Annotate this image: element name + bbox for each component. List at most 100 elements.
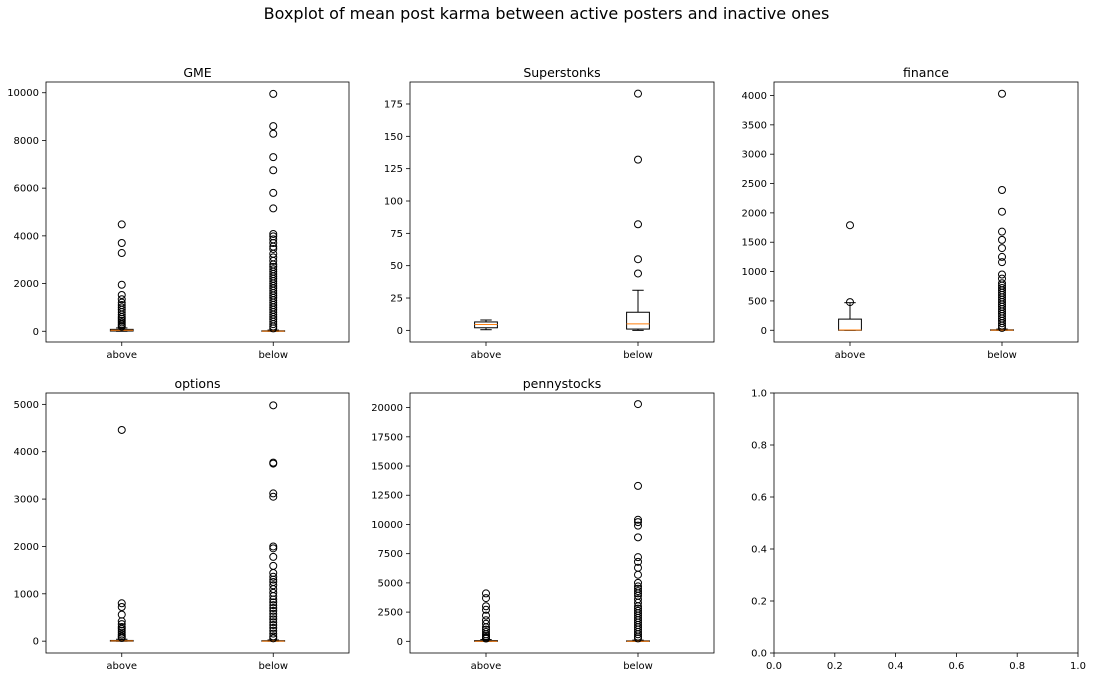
outlier-2-1-7: [998, 258, 1006, 267]
outlier-0-1-15: [269, 256, 278, 265]
outlier-0-0-11: [117, 310, 126, 319]
x-tick-label-1-1: below: [623, 350, 653, 361]
outlier-4-1-29: [634, 627, 642, 636]
outlier-3-1-0: [269, 401, 278, 410]
outlier-4-1-5: [634, 533, 642, 542]
y-tick-label-3-0: 0: [33, 637, 39, 648]
y-tick-label-0-1: 2000: [14, 279, 39, 290]
outlier-3-1-6: [269, 544, 278, 553]
outlier-3-1-2: [269, 459, 278, 468]
outlier-4-0-2: [482, 602, 490, 611]
outlier-4-1-1: [634, 481, 642, 490]
y-tick-label-2-2: 1000: [742, 267, 767, 278]
y-tick-label-5-5: 1.0: [751, 389, 767, 400]
outlier-0-1-4: [269, 166, 278, 175]
outlier-2-1-8: [998, 270, 1006, 279]
outlier-3-0-1: [117, 599, 126, 608]
outlier-3-1-3: [269, 489, 278, 498]
y-tick-label-4-6: 15000: [371, 462, 403, 473]
outlier-0-0-0: [117, 220, 126, 229]
y-tick-label-4-0: 0: [397, 637, 403, 648]
outlier-2-1-4: [998, 235, 1006, 244]
box-2-0: [838, 318, 862, 331]
outlier-3-1-28: [269, 626, 278, 635]
y-tick-label-1-3: 75: [390, 229, 403, 240]
y-tick-label-5-4: 0.8: [751, 441, 767, 452]
x-tick-label-5-5: 1.0: [1070, 661, 1086, 672]
outlier-0-1-3: [269, 153, 278, 162]
outlier-1-1-4: [634, 269, 642, 278]
outlier-3-1-29: [269, 629, 278, 638]
y-tick-label-3-5: 5000: [14, 400, 39, 411]
outlier-4-1-3: [634, 518, 642, 527]
subplot-title-1: Superstonks: [523, 65, 600, 80]
subplot-title-0: GME: [183, 65, 211, 80]
outlier-2-1-2: [998, 207, 1006, 216]
x-tick-label-1-0: above: [471, 350, 502, 361]
y-tick-label-1-6: 150: [384, 132, 403, 143]
axes-frame-3: [45, 392, 350, 654]
outlier-3-1-7: [269, 552, 278, 561]
outlier-0-0-1: [117, 239, 126, 248]
y-tick-label-3-4: 4000: [14, 447, 39, 458]
axes-frame-2: [773, 81, 1079, 343]
axes-frame-4: [409, 392, 715, 654]
y-tick-label-0-3: 6000: [14, 184, 39, 195]
outlier-3-1-4: [269, 492, 278, 501]
outlier-4-1-32: [634, 634, 642, 643]
outlier-1-1-1: [634, 155, 642, 164]
y-tick-label-0-2: 4000: [14, 231, 39, 242]
x-tick-label-5-1: 0.2: [827, 661, 843, 672]
outlier-0-1-41: [269, 320, 278, 329]
y-tick-label-1-0: 0: [397, 326, 403, 337]
subplot-title-4: pennystocks: [523, 376, 602, 391]
y-tick-label-1-1: 25: [390, 294, 403, 305]
outlier-3-0-2: [117, 603, 126, 612]
outlier-4-0-8: [482, 625, 490, 634]
outlier-3-1-23: [269, 612, 278, 621]
y-tick-label-0-0: 0: [33, 327, 39, 338]
outlier-4-1-2: [634, 515, 642, 524]
outlier-3-1-18: [269, 598, 278, 607]
outlier-3-1-17: [269, 595, 278, 604]
outlier-3-0-0: [117, 425, 126, 434]
box-1-1: [626, 311, 650, 330]
x-tick-label-4-0: above: [471, 661, 502, 672]
y-tick-label-4-7: 17500: [371, 432, 403, 443]
y-tick-label-2-8: 4000: [742, 91, 767, 102]
outlier-3-1-20: [269, 604, 278, 613]
outlier-2-1-1: [998, 185, 1006, 194]
x-tick-label-0-1: below: [258, 350, 288, 361]
outlier-0-1-5: [269, 188, 278, 197]
outlier-4-0-0: [482, 589, 490, 598]
outlier-4-1-4: [634, 521, 642, 530]
outlier-4-0-4: [482, 611, 490, 620]
y-tick-label-5-1: 0.2: [751, 597, 767, 608]
outlier-3-1-11: [269, 575, 278, 584]
outlier-3-1-21: [269, 606, 278, 615]
y-tick-label-2-6: 3000: [742, 150, 767, 161]
outlier-0-1-10: [269, 239, 278, 248]
y-tick-label-5-2: 0.4: [751, 545, 767, 556]
y-tick-label-4-4: 10000: [371, 520, 403, 531]
outlier-3-0-12: [117, 633, 126, 642]
y-tick-label-4-1: 2500: [378, 608, 403, 619]
outlier-0-0-18: [117, 322, 126, 331]
outlier-3-1-31: [269, 634, 278, 643]
x-tick-label-5-3: 0.6: [948, 661, 964, 672]
x-tick-label-0-0: above: [106, 350, 137, 361]
y-tick-label-2-0: 0: [761, 326, 767, 337]
figure-suptitle: Boxplot of mean post karma between activ…: [263, 4, 830, 23]
outlier-2-1-0: [998, 89, 1006, 98]
y-tick-label-1-4: 100: [384, 197, 403, 208]
y-tick-label-3-1: 1000: [14, 589, 39, 600]
outlier-3-1-10: [269, 572, 278, 581]
outlier-4-1-6: [634, 553, 642, 562]
outlier-2-1-27: [998, 319, 1006, 328]
outlier-4-1-14: [634, 589, 642, 598]
y-tick-label-1-7: 175: [384, 99, 403, 110]
outlier-4-1-9: [634, 570, 642, 579]
outlier-3-1-26: [269, 621, 278, 630]
outlier-4-0-6: [482, 619, 490, 628]
